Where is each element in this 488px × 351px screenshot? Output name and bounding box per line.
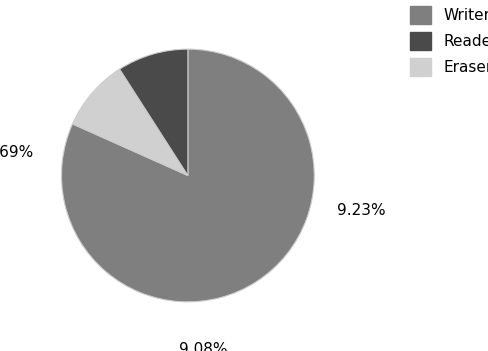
Wedge shape	[61, 49, 314, 302]
Wedge shape	[120, 49, 188, 176]
Text: 9.08%: 9.08%	[179, 342, 227, 351]
Text: 9.23%: 9.23%	[337, 203, 386, 218]
Text: 81.69%: 81.69%	[0, 145, 34, 160]
Wedge shape	[73, 69, 188, 176]
Legend: Writers, Readers, Erasers: Writers, Readers, Erasers	[404, 0, 488, 82]
